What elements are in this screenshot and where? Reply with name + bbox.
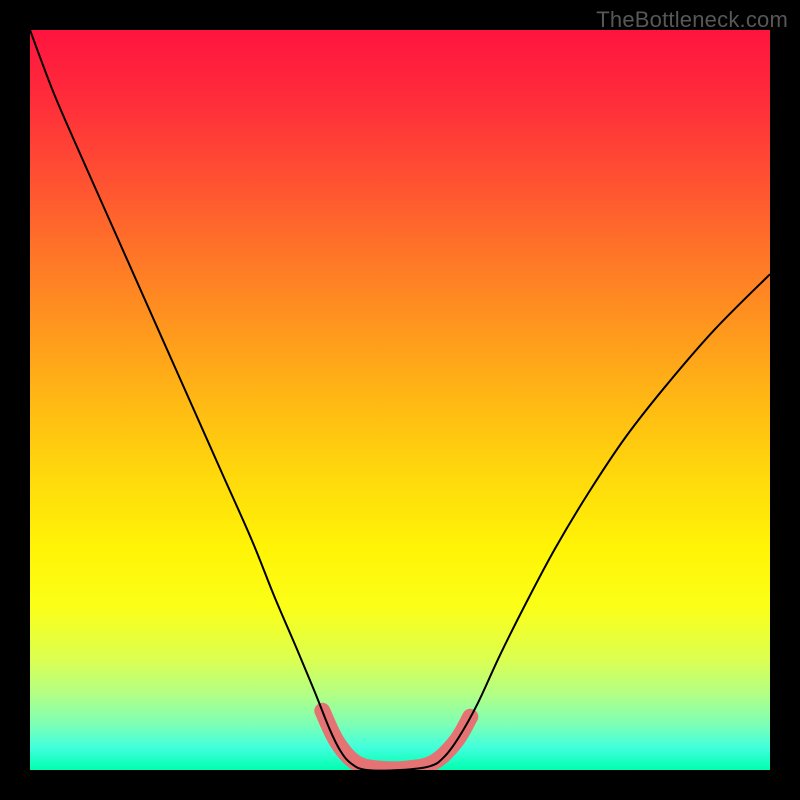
gradient-background — [30, 30, 770, 770]
watermark-text: TheBottleneck.com — [596, 7, 788, 33]
plot-area — [30, 30, 770, 770]
plot-svg — [30, 30, 770, 770]
